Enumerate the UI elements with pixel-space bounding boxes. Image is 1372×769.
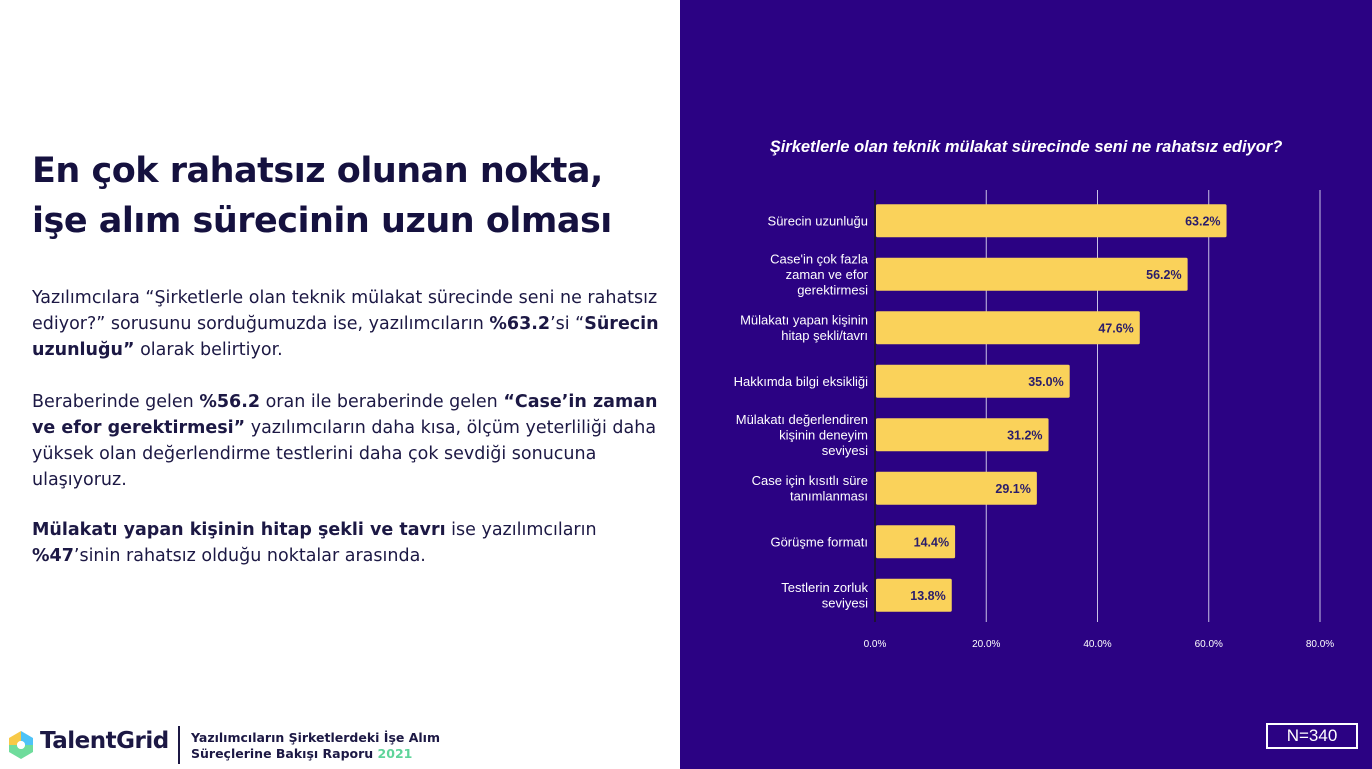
- bar: [876, 471, 1037, 505]
- bar: [876, 578, 952, 612]
- footer: TalentGrid Yazılımcıların Şirketlerdeki …: [0, 722, 460, 766]
- category-label: Görüşme formatı: [770, 534, 868, 549]
- data-label: 13.8%: [910, 589, 945, 603]
- data-label: 14.4%: [914, 535, 949, 549]
- category-label: Sürecin uzunluğu: [768, 213, 868, 228]
- bar: [876, 525, 956, 559]
- bar-chart: 0.0% 20.0% 40.0% 60.0% 80.0% 63.2% Sürecin uzu…: [734, 190, 1334, 650]
- brand-name: TalentGrid: [40, 728, 169, 754]
- category-label: Hakkımda bilgi eksikliği: [734, 374, 868, 389]
- report-year: 2021: [377, 746, 413, 761]
- chart-panel: Şirketlerle olan teknik mülakat sürecind…: [680, 0, 1372, 769]
- data-label: 47.6%: [1098, 321, 1133, 335]
- sample-size-badge: N=340: [1266, 723, 1358, 749]
- page-title: En çok rahatsız olunan nokta, işe alım s…: [32, 146, 612, 246]
- bar: [876, 311, 1140, 345]
- data-label: 56.2%: [1146, 268, 1181, 282]
- x-tick-label: 60.0%: [1195, 639, 1223, 650]
- bar: [876, 257, 1188, 291]
- x-tick-label: 0.0%: [864, 639, 887, 650]
- talentgrid-logo-icon: [9, 731, 33, 759]
- category-label: Mülakatı değerlendiren kişinin deneyim sev…: [736, 412, 868, 458]
- data-label: 31.2%: [1007, 428, 1042, 442]
- paragraph-3: Mülakatı yapan kişinin hitap şekli ve ta…: [32, 520, 597, 566]
- bar: [876, 204, 1227, 238]
- paragraph-1: Yazılımcılara “Şirketlerle olan teknik m…: [32, 288, 659, 360]
- category-label: Mülakatı yapan kişinin hitap şekli/tavrı: [740, 313, 868, 344]
- x-tick-label: 40.0%: [1083, 639, 1111, 650]
- category-label: Testlerin zorluk seviyesi: [781, 580, 868, 611]
- data-label: 35.0%: [1028, 375, 1063, 389]
- divider: [178, 726, 180, 764]
- data-label: 29.1%: [995, 482, 1030, 496]
- report-title: Yazılımcıların Şirketlerdeki İşe Alım Sü…: [191, 730, 440, 761]
- title-line-1: En çok rahatsız olunan nokta,: [32, 151, 603, 191]
- chart-title: Şirketlerle olan teknik mülakat sürecind…: [769, 138, 1283, 156]
- bar: [876, 418, 1049, 452]
- title-line-2: işe alım sürecinin uzun olması: [32, 201, 612, 241]
- bar: [876, 364, 1070, 398]
- x-tick-label: 80.0%: [1306, 639, 1334, 650]
- x-tick-label: 20.0%: [972, 639, 1000, 650]
- paragraph-2: Beraberinde gelen %56.2 oran ile beraber…: [32, 392, 658, 490]
- data-label: 63.2%: [1185, 214, 1220, 228]
- category-label: Case için kısıtlı süre tanımlanması: [752, 473, 868, 504]
- category-label: Case'in çok fazla zaman ve efor gerektirme…: [770, 251, 869, 297]
- left-panel: En çok rahatsız olunan nokta, işe alım s…: [0, 0, 680, 769]
